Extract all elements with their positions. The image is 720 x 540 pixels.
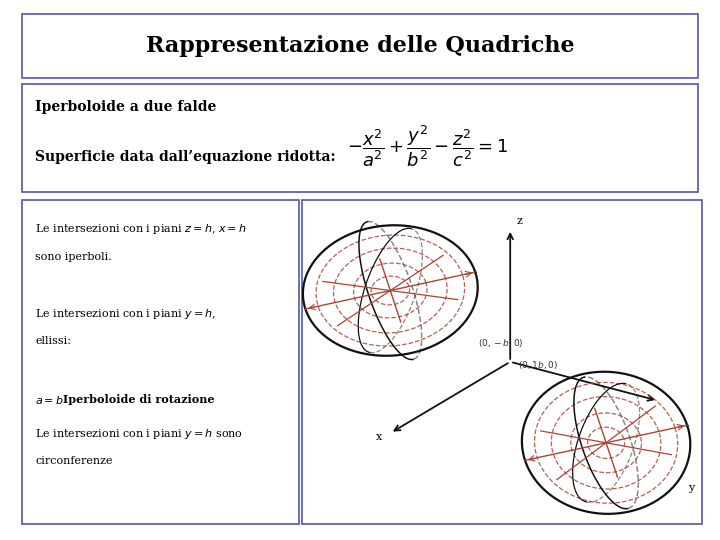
Text: z: z: [516, 215, 522, 226]
FancyBboxPatch shape: [302, 200, 702, 524]
Text: sono iperboli.: sono iperboli.: [35, 252, 112, 262]
Text: Rappresentazione delle Quadriche: Rappresentazione delle Quadriche: [145, 35, 575, 57]
Text: $(0, -b, 0)$: $(0, -b, 0)$: [478, 336, 524, 349]
Text: Iperboloide a due falde: Iperboloide a due falde: [35, 100, 217, 114]
Text: ellissi:: ellissi:: [35, 336, 71, 346]
Text: circonferenze: circonferenze: [35, 456, 113, 466]
Text: $-\dfrac{x^2}{a^2}+\dfrac{y^2}{b^2}-\dfrac{z^2}{c^2}=1$: $-\dfrac{x^2}{a^2}+\dfrac{y^2}{b^2}-\dfr…: [347, 124, 508, 169]
Text: $a = b$: $a = b$: [35, 394, 65, 406]
Text: Iperboloide di rotazione: Iperboloide di rotazione: [63, 394, 215, 405]
Text: Le intersezioni con i piani $y = h$,: Le intersezioni con i piani $y = h$,: [35, 307, 217, 321]
Text: Le intersezioni con i piani $y = h$ sono: Le intersezioni con i piani $y = h$ sono: [35, 427, 243, 441]
FancyBboxPatch shape: [22, 14, 698, 78]
Text: Le intersezioni con i piani $z = h$, $x = h$: Le intersezioni con i piani $z = h$, $x …: [35, 222, 247, 237]
FancyBboxPatch shape: [22, 84, 698, 192]
Text: $(0, 1b, 0)$: $(0, 1b, 0)$: [518, 359, 559, 372]
FancyBboxPatch shape: [22, 200, 299, 524]
Text: y: y: [688, 483, 694, 494]
Text: x: x: [376, 431, 382, 442]
Text: Superficie data dall’equazione ridotta:: Superficie data dall’equazione ridotta:: [35, 150, 336, 164]
